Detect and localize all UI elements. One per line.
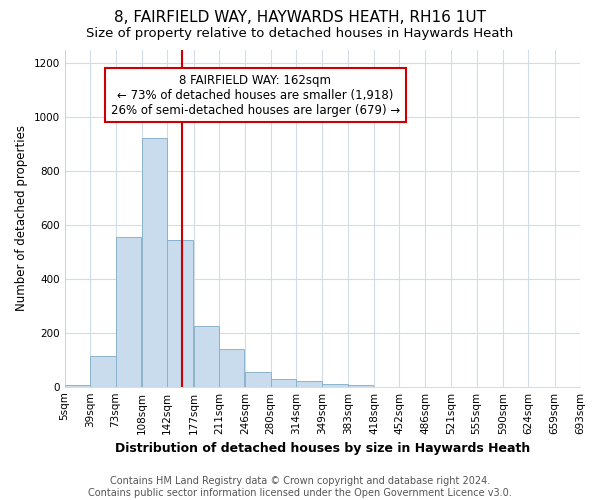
- Bar: [167, 240, 193, 386]
- Bar: [322, 384, 348, 386]
- Bar: [193, 326, 219, 386]
- Bar: [271, 378, 296, 386]
- Bar: [142, 138, 167, 386]
- Bar: [219, 349, 244, 387]
- Y-axis label: Number of detached properties: Number of detached properties: [15, 126, 28, 312]
- Bar: [296, 382, 322, 386]
- Text: 8, FAIRFIELD WAY, HAYWARDS HEATH, RH16 1UT: 8, FAIRFIELD WAY, HAYWARDS HEATH, RH16 1…: [114, 10, 486, 25]
- Bar: [90, 356, 116, 386]
- Text: Contains HM Land Registry data © Crown copyright and database right 2024.
Contai: Contains HM Land Registry data © Crown c…: [88, 476, 512, 498]
- Bar: [116, 237, 141, 386]
- Text: Size of property relative to detached houses in Haywards Heath: Size of property relative to detached ho…: [86, 28, 514, 40]
- Text: 8 FAIRFIELD WAY: 162sqm
← 73% of detached houses are smaller (1,918)
26% of semi: 8 FAIRFIELD WAY: 162sqm ← 73% of detache…: [111, 74, 400, 116]
- X-axis label: Distribution of detached houses by size in Haywards Heath: Distribution of detached houses by size …: [115, 442, 530, 455]
- Bar: [245, 372, 271, 386]
